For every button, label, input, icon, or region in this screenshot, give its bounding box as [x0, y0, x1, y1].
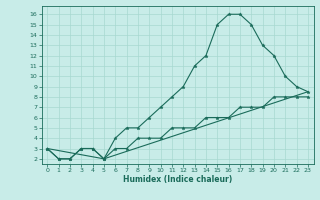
X-axis label: Humidex (Indice chaleur): Humidex (Indice chaleur) — [123, 175, 232, 184]
